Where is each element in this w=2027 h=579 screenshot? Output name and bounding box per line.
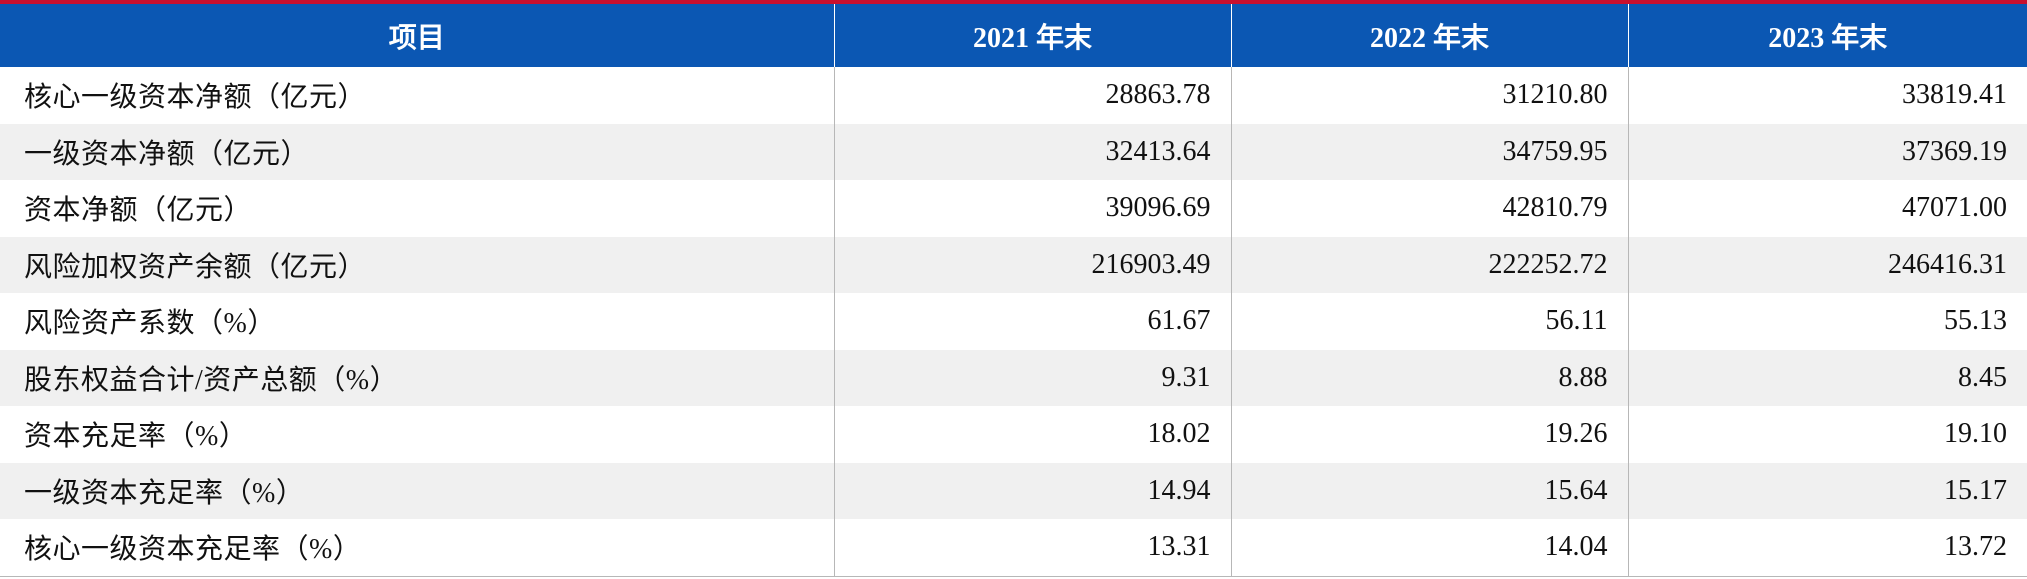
header-item: 项目 xyxy=(0,4,834,67)
cell-2023: 8.45 xyxy=(1627,349,2027,406)
cell-2022: 42810.79 xyxy=(1230,180,1628,237)
cell-2021: 14.94 xyxy=(833,462,1231,519)
table-row: 资本净额（亿元） 39096.69 42810.79 47071.00 xyxy=(0,180,2027,237)
row-label: 股东权益合计/资产总额（%） xyxy=(0,349,834,406)
cell-2022: 31210.80 xyxy=(1230,67,1628,124)
cell-2022: 222252.72 xyxy=(1230,236,1628,293)
table-row: 一级资本净额（亿元） 32413.64 34759.95 37369.19 xyxy=(0,123,2027,180)
table-row: 一级资本充足率（%） 14.94 15.64 15.17 xyxy=(0,462,2027,519)
cell-2023: 13.72 xyxy=(1627,519,2027,577)
header-2021: 2021 年末 xyxy=(833,4,1231,67)
row-label: 风险资产系数（%） xyxy=(0,293,834,350)
cell-2023: 15.17 xyxy=(1627,462,2027,519)
row-label: 一级资本充足率（%） xyxy=(0,462,834,519)
cell-2021: 18.02 xyxy=(833,406,1231,463)
cell-2021: 28863.78 xyxy=(833,67,1231,124)
cell-2023: 246416.31 xyxy=(1627,236,2027,293)
row-label: 风险加权资产余额（亿元） xyxy=(0,236,834,293)
cell-2022: 34759.95 xyxy=(1230,123,1628,180)
table-row: 风险资产系数（%） 61.67 56.11 55.13 xyxy=(0,293,2027,350)
table-body: 核心一级资本净额（亿元） 28863.78 31210.80 33819.41 … xyxy=(0,67,2027,577)
cell-2021: 39096.69 xyxy=(833,180,1231,237)
cell-2023: 55.13 xyxy=(1627,293,2027,350)
cell-2022: 56.11 xyxy=(1230,293,1628,350)
cell-2023: 19.10 xyxy=(1627,406,2027,463)
cell-2021: 9.31 xyxy=(833,349,1231,406)
table-row: 资本充足率（%） 18.02 19.26 19.10 xyxy=(0,406,2027,463)
capital-adequacy-table: 项目 2021 年末 2022 年末 2023 年末 核心一级资本净额（亿元） … xyxy=(0,4,2027,577)
cell-2021: 216903.49 xyxy=(833,236,1231,293)
header-row: 项目 2021 年末 2022 年末 2023 年末 xyxy=(0,4,2027,67)
row-label: 核心一级资本充足率（%） xyxy=(0,519,834,577)
table-row: 核心一级资本净额（亿元） 28863.78 31210.80 33819.41 xyxy=(0,67,2027,124)
cell-2021: 13.31 xyxy=(833,519,1231,577)
cell-2021: 32413.64 xyxy=(833,123,1231,180)
cell-2023: 33819.41 xyxy=(1627,67,2027,124)
cell-2021: 61.67 xyxy=(833,293,1231,350)
row-label: 一级资本净额（亿元） xyxy=(0,123,834,180)
cell-2022: 8.88 xyxy=(1230,349,1628,406)
table-row: 股东权益合计/资产总额（%） 9.31 8.88 8.45 xyxy=(0,349,2027,406)
cell-2022: 14.04 xyxy=(1230,519,1628,577)
table-row: 风险加权资产余额（亿元） 216903.49 222252.72 246416.… xyxy=(0,236,2027,293)
row-label: 资本净额（亿元） xyxy=(0,180,834,237)
cell-2022: 19.26 xyxy=(1230,406,1628,463)
row-label: 核心一级资本净额（亿元） xyxy=(0,67,834,124)
cell-2022: 15.64 xyxy=(1230,462,1628,519)
table-header: 项目 2021 年末 2022 年末 2023 年末 xyxy=(0,4,2027,67)
cell-2023: 37369.19 xyxy=(1627,123,2027,180)
row-label: 资本充足率（%） xyxy=(0,406,834,463)
header-2023: 2023 年末 xyxy=(1627,4,2027,67)
table-row: 核心一级资本充足率（%） 13.31 14.04 13.72 xyxy=(0,519,2027,577)
header-2022: 2022 年末 xyxy=(1230,4,1628,67)
cell-2023: 47071.00 xyxy=(1627,180,2027,237)
